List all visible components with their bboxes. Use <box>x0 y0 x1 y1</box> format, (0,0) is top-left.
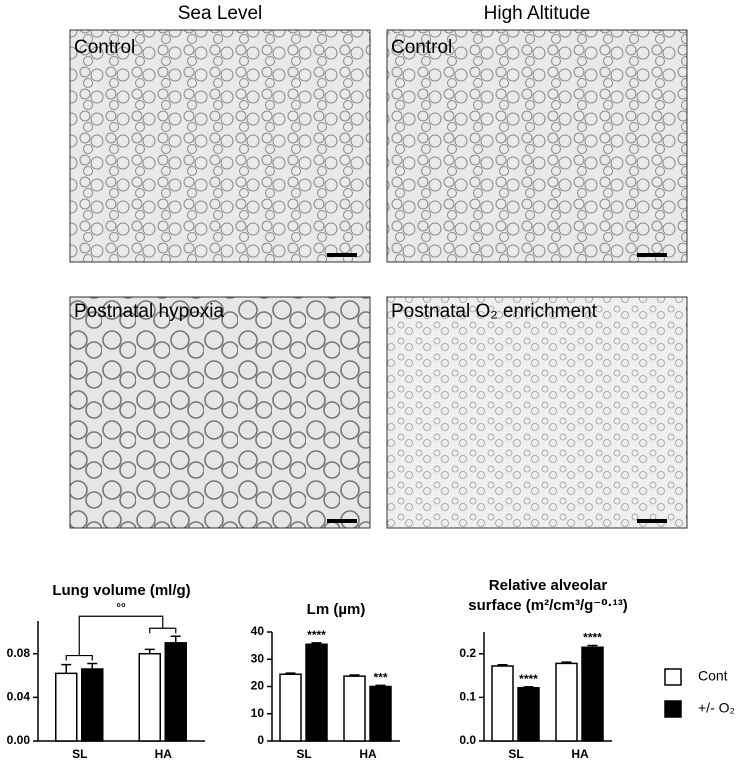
significance-label: **** <box>583 631 602 645</box>
y-tick-label: 0.04 <box>7 690 31 704</box>
scale-bar <box>327 519 357 523</box>
error-bar <box>587 644 598 648</box>
x-tick-label: HA <box>359 747 377 761</box>
comparison-label: °° <box>116 600 126 614</box>
scale-bar <box>327 253 357 257</box>
scale-bar <box>637 519 667 523</box>
error-bar <box>285 672 296 675</box>
error-bar <box>144 648 155 654</box>
error-bar <box>349 674 360 677</box>
bar <box>369 685 392 742</box>
bar <box>81 668 104 742</box>
bar <box>279 673 302 742</box>
panel-label: Control <box>74 37 135 58</box>
panel-label: Postnatal O₂ enrichment <box>391 301 598 322</box>
bracket <box>78 615 164 656</box>
bar <box>164 642 187 742</box>
legend-label: +/- O₂ <box>698 700 735 716</box>
bar <box>491 665 514 742</box>
micrograph <box>386 29 688 263</box>
y-tick-label: 0.0 <box>459 733 476 747</box>
significance-label: **** <box>307 628 326 642</box>
error-bar <box>375 684 386 687</box>
micrograph <box>69 296 371 529</box>
y-tick-label: 0.08 <box>7 646 31 660</box>
error-bar <box>87 662 98 669</box>
bar <box>343 675 366 742</box>
chart-title: Lm (µm) <box>307 601 366 618</box>
x-tick-label: HA <box>155 747 173 761</box>
y-tick-label: 30 <box>251 651 265 665</box>
y-tick-label: 20 <box>251 679 265 693</box>
significance-label: *** <box>373 671 387 685</box>
legend-swatch <box>664 700 682 718</box>
legend-label: Cont <box>698 668 728 684</box>
column-header: High Altitude <box>484 3 591 24</box>
y-tick-label: 0.1 <box>459 690 476 704</box>
y-tick-label: 0 <box>257 733 264 747</box>
bar <box>517 687 540 742</box>
micrograph <box>69 29 371 263</box>
y-tick-label: 0.2 <box>459 646 476 660</box>
micrograph <box>386 296 688 529</box>
bar <box>55 672 78 742</box>
panel-label: Control <box>391 37 452 58</box>
scale-bar <box>637 253 667 257</box>
bracket <box>149 627 177 634</box>
chart-title: Lung volume (ml/g) <box>52 582 190 599</box>
y-tick-label: 10 <box>251 706 265 720</box>
x-tick-label: SL <box>296 747 311 761</box>
y-tick-label: 40 <box>251 624 265 638</box>
error-bar <box>170 635 181 643</box>
legend-swatch <box>664 668 682 686</box>
bar <box>581 646 604 742</box>
error-bar <box>523 686 534 688</box>
bar <box>305 643 328 742</box>
error-bar <box>311 642 322 645</box>
bar <box>555 662 578 742</box>
significance-label: **** <box>519 672 538 686</box>
y-tick-label: 0.00 <box>7 733 31 747</box>
error-bar <box>561 661 572 664</box>
chart-title: Relative alveolar <box>489 577 608 594</box>
x-tick-label: HA <box>571 747 589 761</box>
x-tick-label: SL <box>72 747 87 761</box>
error-bar <box>61 663 72 674</box>
column-header: Sea Level <box>178 3 263 24</box>
error-bar <box>497 663 508 667</box>
panel-label: Postnatal hypoxia <box>74 301 224 322</box>
bracket <box>65 654 93 661</box>
x-tick-label: SL <box>508 747 523 761</box>
bar <box>138 652 161 742</box>
chart-title: surface (m²/cm³/g⁻⁰·¹³) <box>468 597 628 614</box>
